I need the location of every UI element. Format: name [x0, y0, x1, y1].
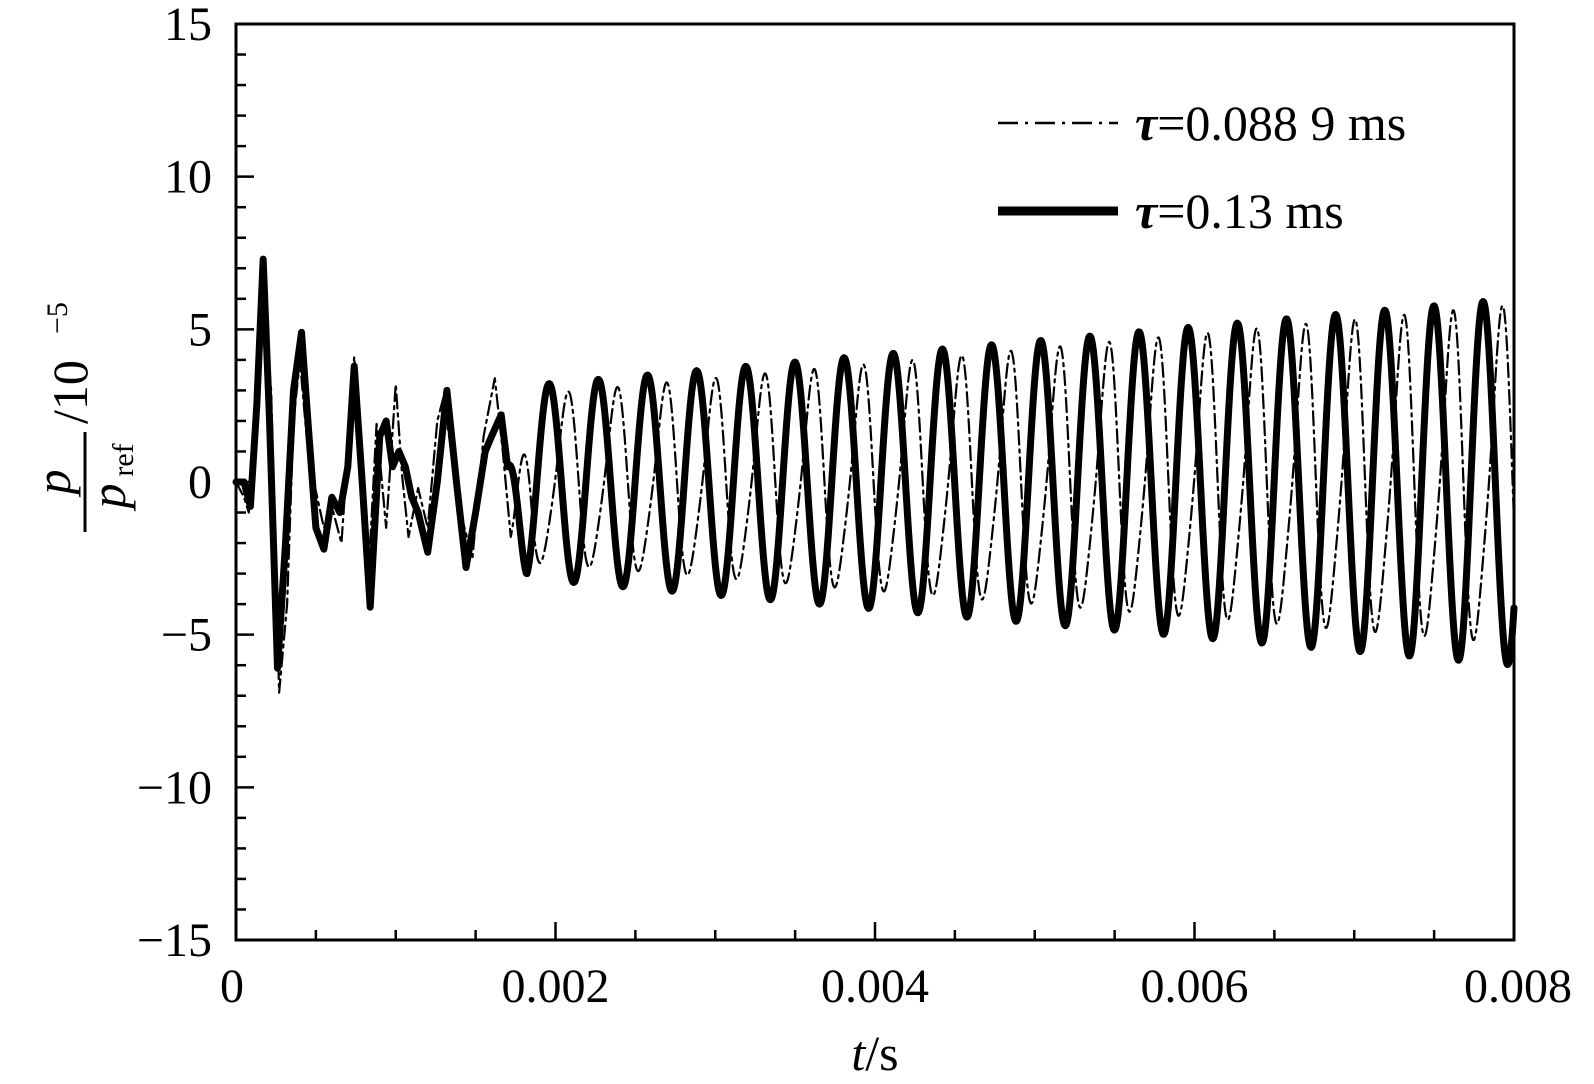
y-tick-label: −10 — [137, 761, 212, 814]
legend-label-tau-013: τ=0.13 ms — [1135, 183, 1344, 239]
x-tick-label: 0 — [220, 960, 244, 1013]
y-tick-label: 15 — [164, 0, 212, 51]
y-axis-ticks: −15 −10 −5 0 5 10 15 — [137, 0, 254, 967]
legend-symbol: τ — [1135, 95, 1159, 151]
y-tick-label: 5 — [188, 303, 212, 356]
y-tick-label: −15 — [137, 914, 212, 967]
y-tick-label: 10 — [164, 151, 212, 204]
y-label-scale: /10 — [42, 360, 98, 424]
x-axis-unit: /s — [865, 1025, 898, 1081]
x-tick-label: 0.008 — [1464, 960, 1572, 1013]
legend-label-tau-0889: τ=0.088 9 ms — [1135, 95, 1406, 151]
series-line-tau-013 — [232, 255, 1518, 672]
x-tick-label: 0.006 — [1141, 960, 1249, 1013]
legend-value: =0.13 ms — [1157, 183, 1344, 239]
x-tick-label: 0.002 — [502, 960, 610, 1013]
series-layer — [232, 255, 1518, 694]
x-axis-variable: t — [851, 1025, 866, 1081]
y-tick-label: −5 — [161, 609, 212, 662]
y-axis-label: p p ref /10 −5 — [25, 302, 140, 532]
y-label-denominator-subscript: ref — [107, 443, 140, 476]
x-tick-label: 0.004 — [821, 960, 929, 1013]
y-label-numerator: p — [25, 470, 81, 498]
y-label-denominator: p — [80, 484, 136, 512]
x-axis-ticks: 0 0.002 0.004 0.006 0.008 — [220, 922, 1572, 1013]
legend-value: =0.088 9 ms — [1157, 95, 1406, 151]
y-tick-label: 0 — [188, 456, 212, 509]
y-label-scale-exponent: −5 — [41, 302, 74, 334]
x-axis-label: t/s — [851, 1025, 898, 1081]
legend: τ=0.088 9 ms τ=0.13 ms — [998, 95, 1406, 239]
legend-symbol: τ — [1135, 183, 1159, 239]
